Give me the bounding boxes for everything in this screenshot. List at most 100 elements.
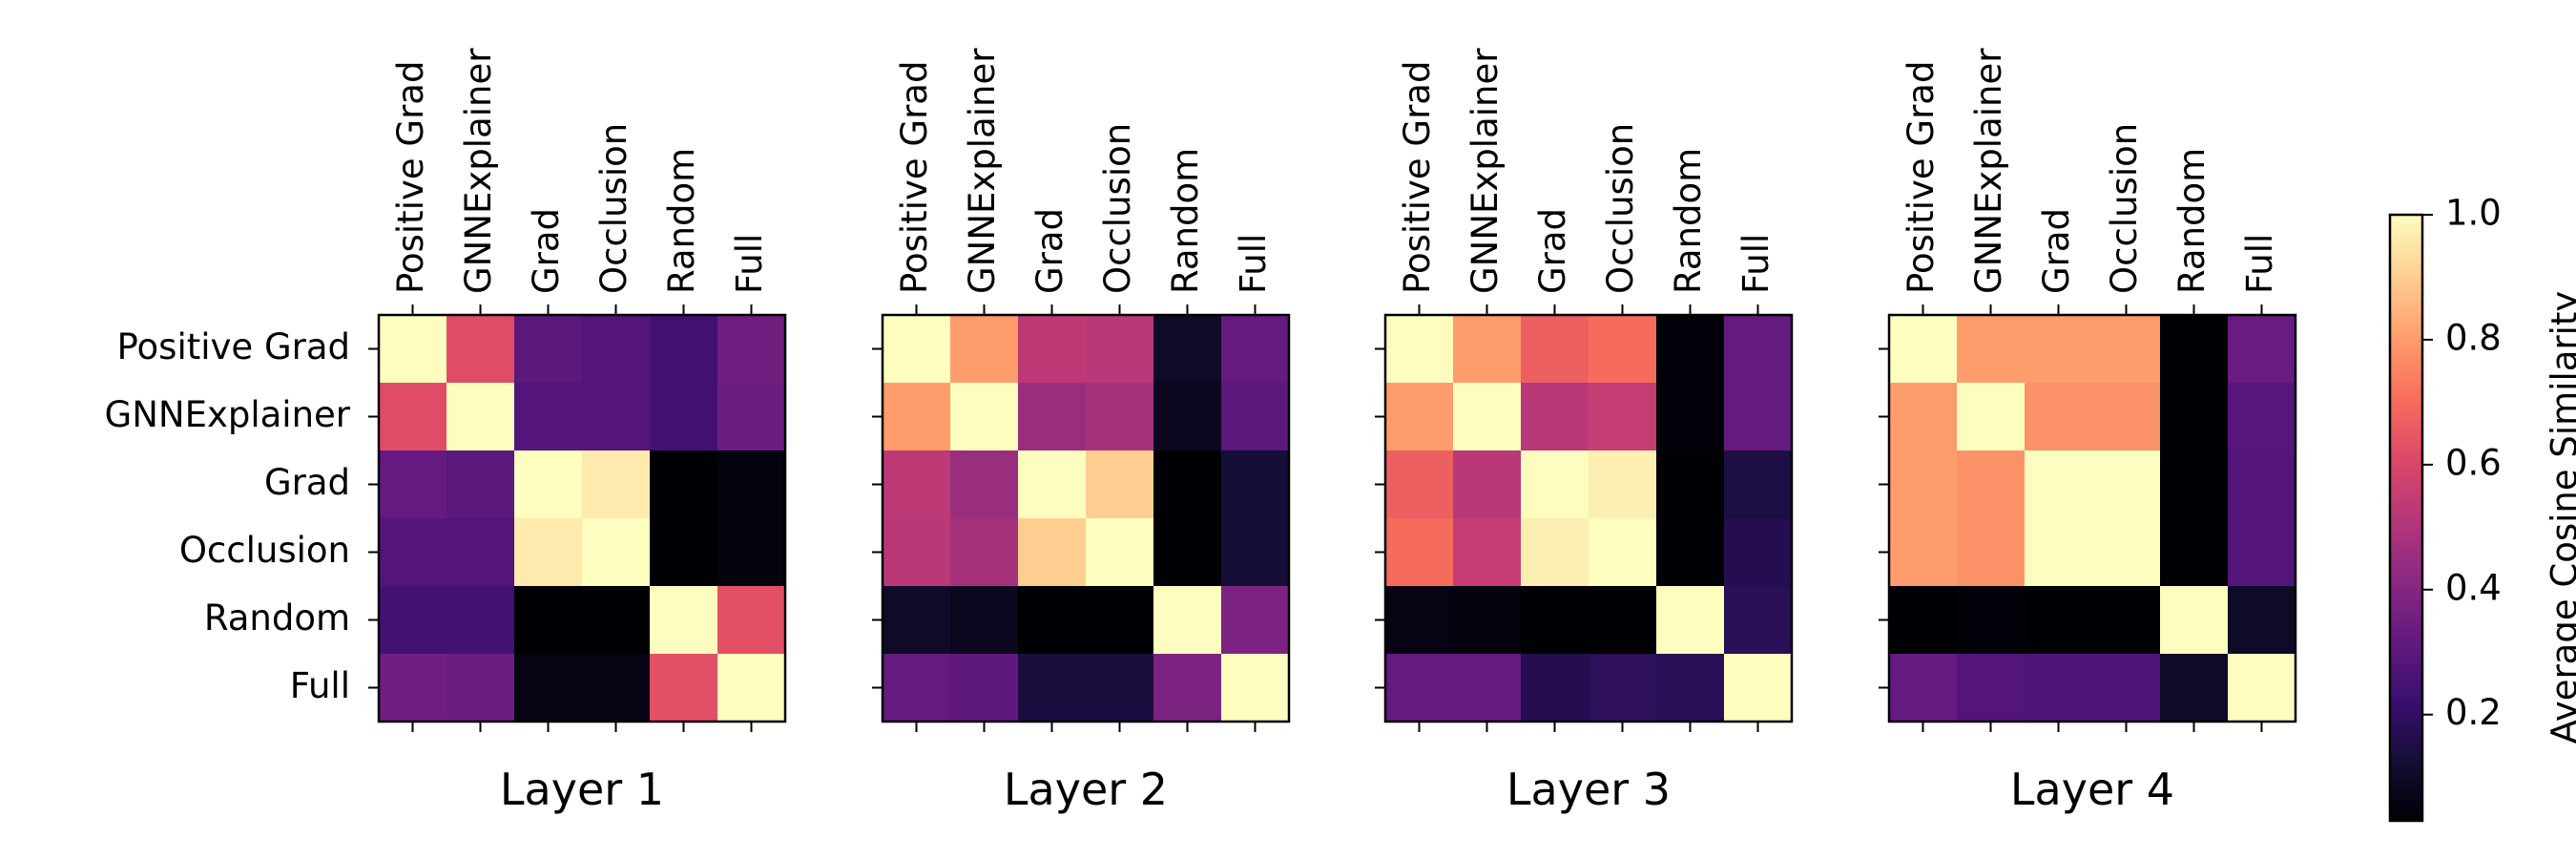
- heatmap-cell: [1656, 586, 1725, 655]
- heatmap-cell: [650, 450, 718, 519]
- heatmap-cell: [1889, 518, 1958, 587]
- heatmap-cell: [1521, 315, 1589, 384]
- heatmap-cell: [717, 586, 786, 655]
- heatmap-cell: [1385, 518, 1454, 587]
- heatmap-cell: [1957, 518, 2025, 587]
- heatmap-cell: [2025, 586, 2093, 655]
- heatmap-cell: [883, 586, 951, 655]
- heatmap-cell: [1724, 450, 1793, 519]
- heatmap-cell: [1656, 654, 1725, 723]
- panel-frame: [1887, 313, 2297, 723]
- heatmap-cell: [1086, 450, 1154, 519]
- heatmap-cell: [883, 383, 951, 451]
- heatmap-cell: [582, 383, 651, 451]
- x-tick-label: Grad: [526, 208, 567, 294]
- heatmap-cell: [1153, 450, 1222, 519]
- heatmap-cell: [950, 450, 1019, 519]
- heatmap-cell: [1153, 383, 1222, 451]
- colorbar-tick-label: 0.4: [2445, 567, 2502, 608]
- heatmap-cell: [379, 383, 447, 451]
- heatmap-cell: [1889, 315, 1958, 384]
- x-tick-label: Grad: [1029, 208, 1070, 294]
- heatmap-cell: [2228, 654, 2296, 723]
- heatmap-cell: [1221, 450, 1290, 519]
- heatmap-cell: [1453, 315, 1522, 384]
- x-tick-label: Full: [1735, 234, 1776, 294]
- heatmap-cell: [582, 450, 651, 519]
- heatmap-cell: [514, 586, 583, 655]
- heatmap-cell: [1018, 586, 1087, 655]
- heatmap-cell: [2228, 518, 2296, 587]
- heatmap-cell: [650, 383, 718, 451]
- panel-frame: [377, 313, 787, 723]
- heatmap-cell: [1957, 315, 2025, 384]
- heatmap-panel: Positive Grad Positive Grad GNNExplainer GN…: [105, 48, 787, 815]
- panel-frame: [1383, 313, 1794, 723]
- x-tick-label: Random: [1668, 148, 1709, 294]
- heatmap-cell: [1086, 654, 1154, 723]
- heatmap-cell: [1221, 518, 1290, 587]
- heatmap-cell: [2228, 450, 2296, 519]
- heatmap-cell: [1521, 518, 1589, 587]
- heatmap-cell: [1018, 518, 1087, 587]
- heatmap-cell: [379, 518, 447, 587]
- heatmap-cell: [1453, 518, 1522, 587]
- heatmap-cell: [2092, 586, 2161, 655]
- heatmap-cell: [1221, 383, 1290, 451]
- y-tick-label: Grad: [264, 462, 350, 503]
- heatmap-cell: [650, 586, 718, 655]
- heatmap-cell: [1521, 450, 1589, 519]
- colorbar-tick-label: 0.6: [2445, 442, 2502, 483]
- heatmap-cell: [717, 383, 786, 451]
- colorbar-label: Average Cosine Similarity: [2545, 291, 2576, 744]
- panel-title: Layer 2: [1004, 764, 1168, 815]
- heatmap-cell: [1521, 586, 1589, 655]
- heatmap-cell: [379, 450, 447, 519]
- heatmap-cell: [717, 654, 786, 723]
- heatmap-cell: [1153, 315, 1222, 384]
- heatmap-cell: [2025, 383, 2093, 451]
- x-tick-label: Positive Grad: [894, 61, 935, 294]
- heatmap-cell: [1221, 654, 1290, 723]
- heatmap-cell: [1453, 586, 1522, 655]
- heatmap-cell: [950, 518, 1019, 587]
- heatmap-cell: [1521, 654, 1589, 723]
- heatmap-cell: [2092, 450, 2161, 519]
- x-tick-label: Full: [2239, 234, 2280, 294]
- heatmap-cell: [1385, 315, 1454, 384]
- heatmap-cell: [1589, 586, 1657, 655]
- x-tick-label: Grad: [1532, 208, 1573, 294]
- y-tick-label: Positive Grad: [117, 326, 350, 367]
- heatmap-cell: [1453, 450, 1522, 519]
- x-tick-label: Occlusion: [1600, 123, 1641, 294]
- x-tick-label: Occlusion: [2104, 123, 2145, 294]
- colorbar-tick-label: 0.8: [2445, 317, 2502, 358]
- x-tick-label: Positive Grad: [1397, 61, 1438, 294]
- heatmap-cell: [379, 654, 447, 723]
- heatmap-cell: [447, 315, 515, 384]
- heatmap-cell: [582, 654, 651, 723]
- heatmap-cell: [1018, 383, 1087, 451]
- x-tick-label: Full: [1233, 234, 1274, 294]
- heatmap-cell: [2025, 654, 2093, 723]
- x-tick-label: Positive Grad: [1901, 61, 1942, 294]
- heatmap-cell: [650, 315, 718, 384]
- heatmap-cell: [2092, 654, 2161, 723]
- heatmap-cell: [1957, 654, 2025, 723]
- heatmap-cell: [2092, 383, 2161, 451]
- heatmap-cell: [1385, 586, 1454, 655]
- heatmap-cell: [1018, 315, 1087, 384]
- heatmap-cell: [1957, 450, 2025, 519]
- heatmap-cell: [2228, 586, 2296, 655]
- heatmap-panel: Positive Grad GNNExplainer Grad Occlusion Ra…: [1879, 48, 2297, 815]
- x-tick-label: GNNExplainer: [458, 48, 499, 294]
- x-tick-label: Positive Grad: [390, 61, 431, 294]
- heatmap-cell: [1086, 518, 1154, 587]
- colorbar-tick-label: 1.0: [2445, 193, 2502, 234]
- heatmap-cell: [2025, 518, 2093, 587]
- heatmap-cell: [1385, 450, 1454, 519]
- heatmap-cell: [883, 450, 951, 519]
- heatmap-cell: [447, 450, 515, 519]
- heatmap-cell: [1724, 315, 1793, 384]
